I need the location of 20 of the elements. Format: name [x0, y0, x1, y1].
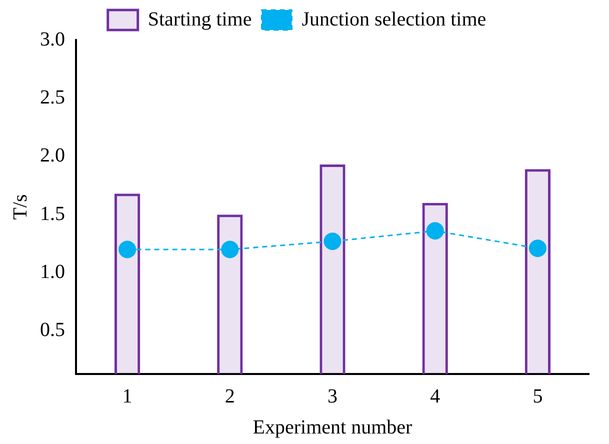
- point: [324, 232, 342, 250]
- y-tick-label: 2.0: [40, 144, 65, 167]
- legend-label: Junction selection time: [302, 8, 486, 30]
- point: [221, 240, 239, 258]
- point: [118, 240, 136, 258]
- y-tick-label: 0.5: [40, 319, 65, 342]
- x-tick-label: 3: [328, 385, 338, 408]
- x-tick-label: 2: [224, 385, 235, 408]
- point: [426, 222, 444, 240]
- x-tick-label: 1: [122, 385, 132, 408]
- legend-label: Starting time: [148, 8, 252, 30]
- point: [528, 240, 546, 258]
- y-tick-label: 1.0: [40, 261, 65, 284]
- y-tick-label: 3.0: [40, 28, 65, 50]
- x-tick-label: 5: [532, 385, 543, 408]
- y-axis-title: T/s: [9, 194, 32, 220]
- y-tick-label: 2.5: [40, 86, 65, 108]
- x-tick-label: 4: [430, 385, 440, 408]
- y-tick-label: 1.5: [40, 202, 65, 225]
- x-axis-title: Experiment number: [252, 416, 413, 438]
